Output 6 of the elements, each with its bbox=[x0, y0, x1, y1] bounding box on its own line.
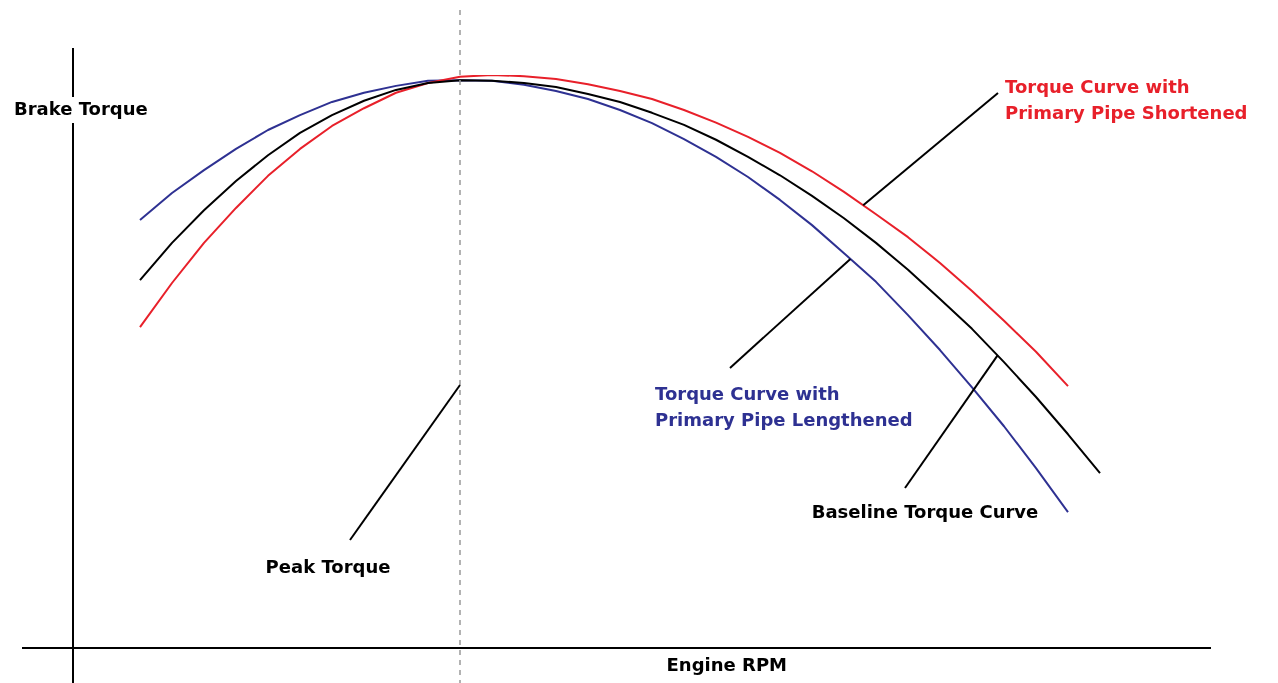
text: Torque Curve with Primary Pipe Lengthened bbox=[655, 382, 913, 430]
y-axis-title: Brake Torque bbox=[14, 97, 148, 119]
text: Torque Curve with Primary Pipe Shortened bbox=[1005, 75, 1248, 123]
text: Peak Torque bbox=[265, 555, 391, 577]
text: Baseline Torque Curve bbox=[811, 500, 1039, 522]
x-axis-title: Engine RPM bbox=[666, 653, 787, 675]
